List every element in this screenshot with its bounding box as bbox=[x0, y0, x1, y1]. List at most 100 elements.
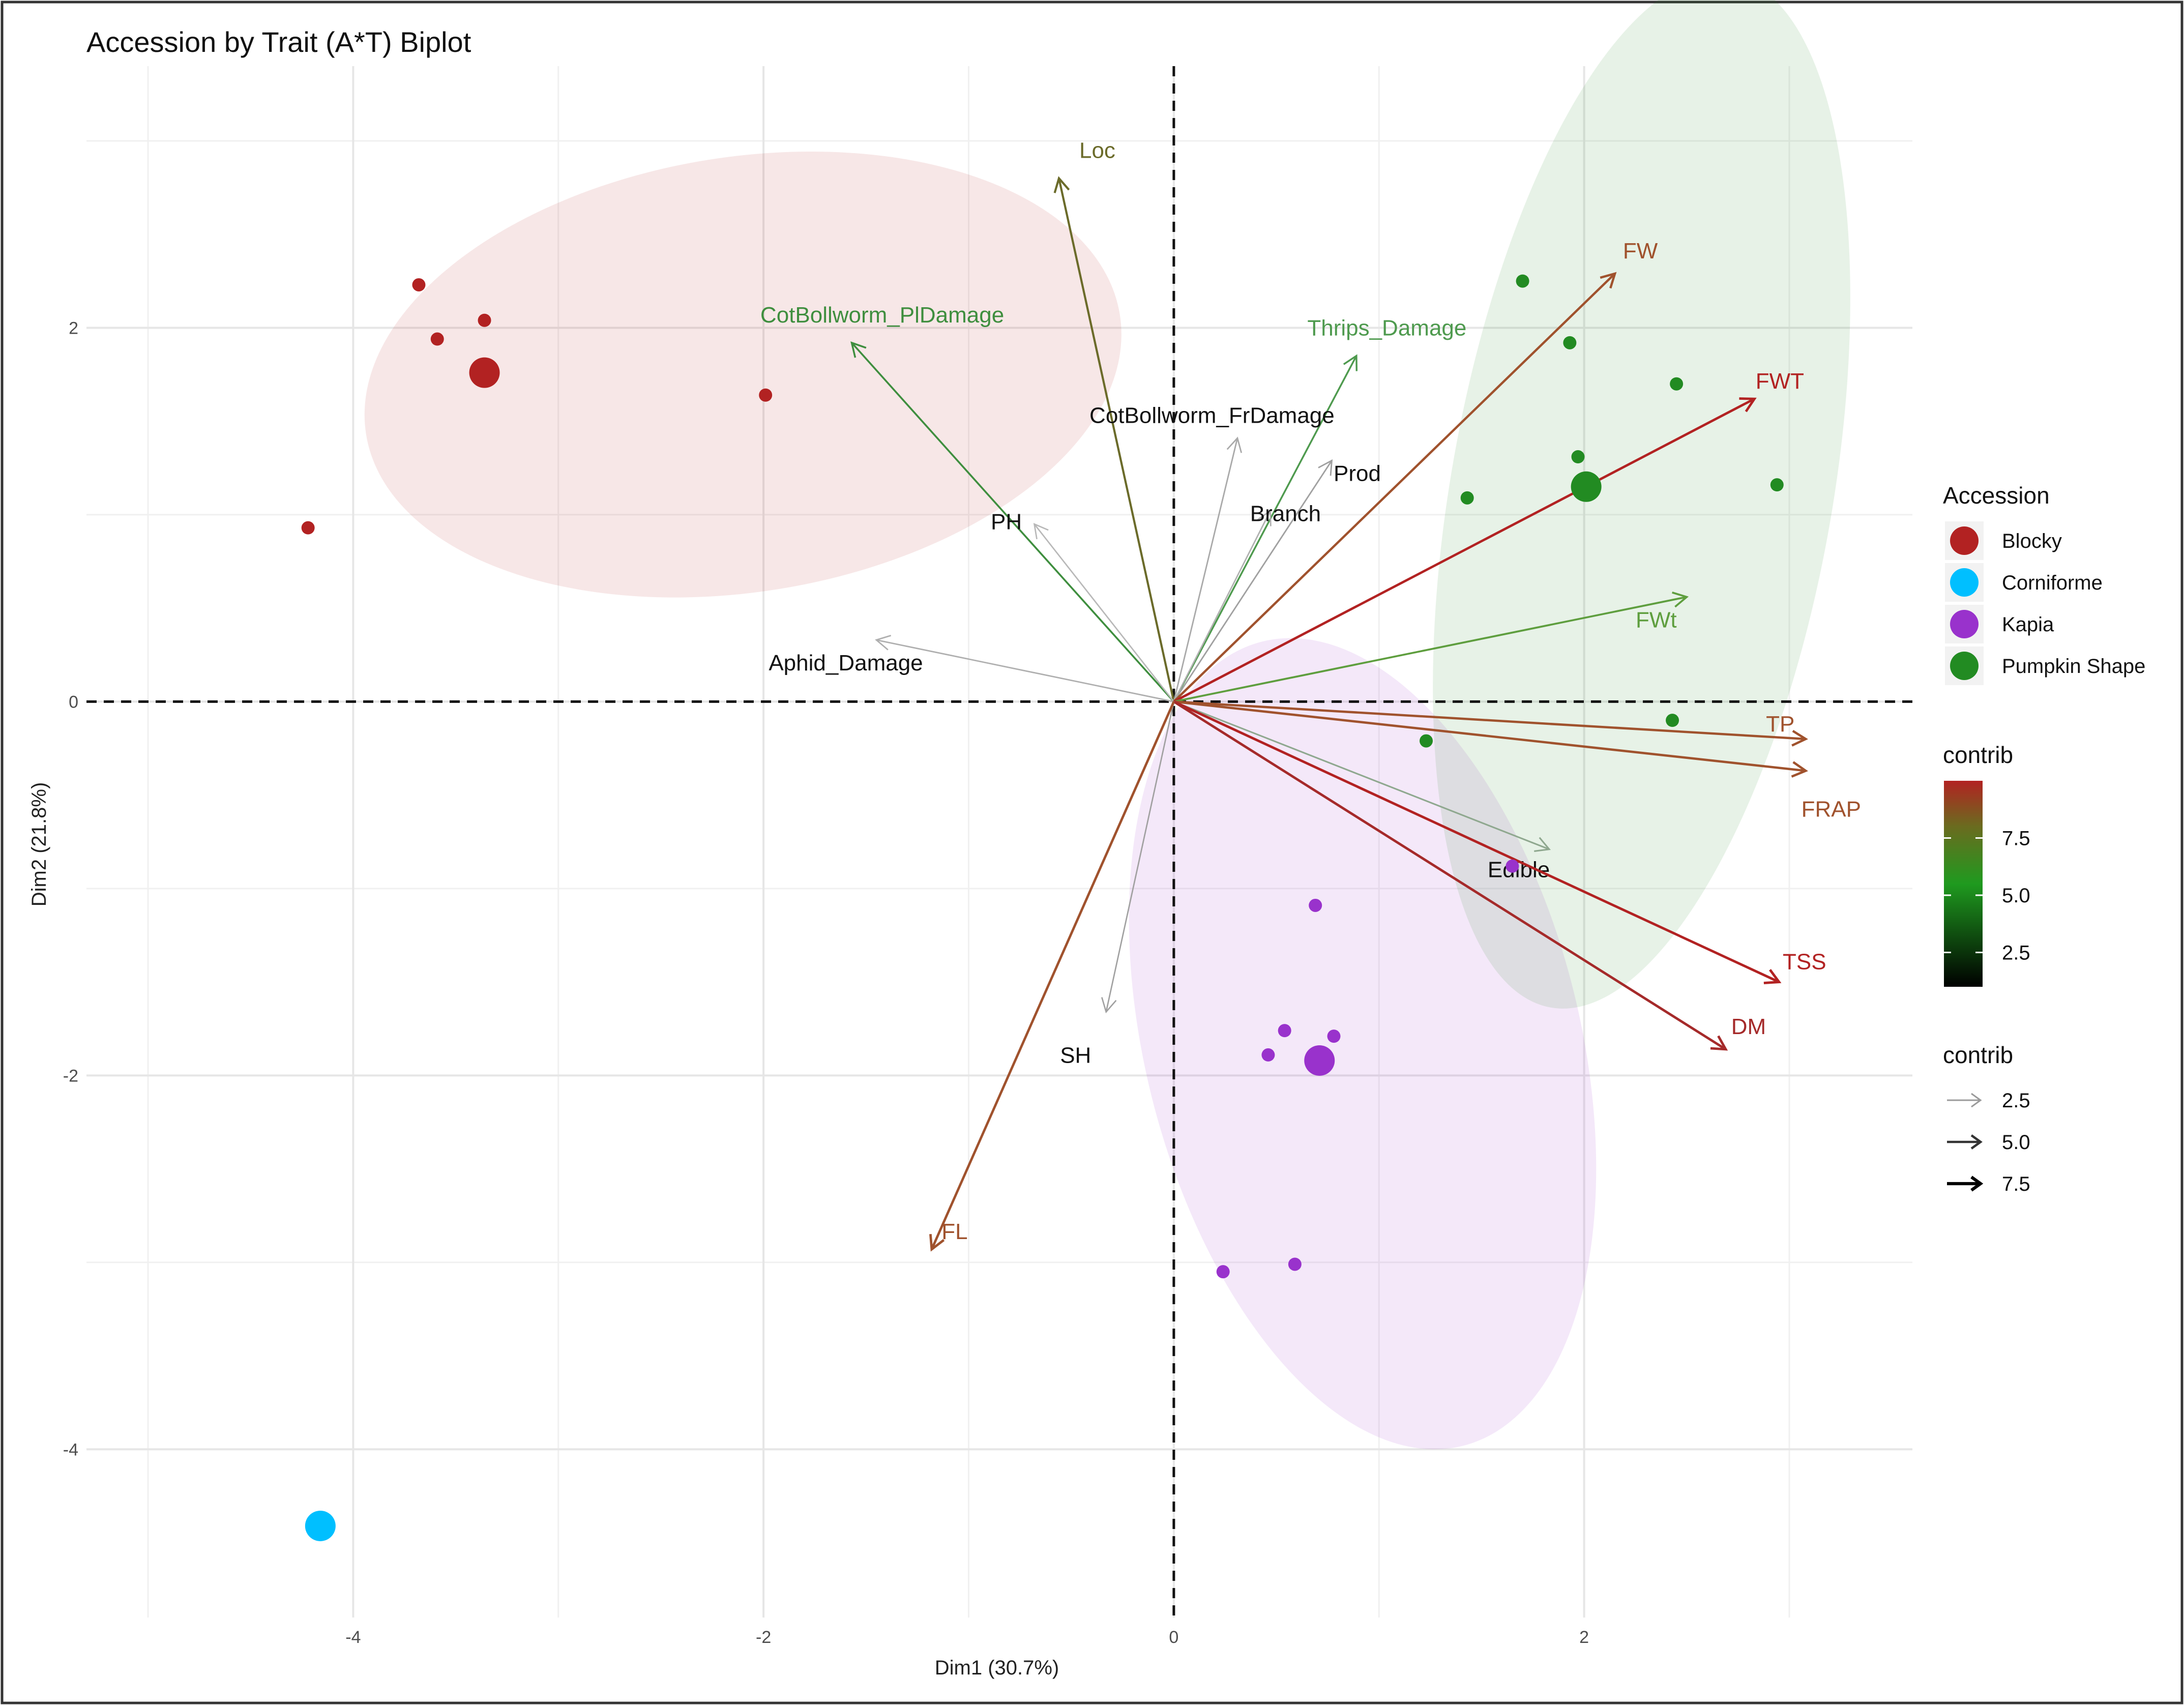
legend-title-contrib-color: contrib bbox=[1943, 742, 2013, 768]
confidence-ellipse-pumpkin-shape bbox=[1433, 0, 1850, 1009]
width-legend-label: 5.0 bbox=[2002, 1131, 2030, 1154]
x-tick-label: 0 bbox=[1169, 1628, 1178, 1647]
confidence-ellipse-blocky bbox=[364, 152, 1121, 598]
variable-label: CotBollworm_FrDamage bbox=[1089, 403, 1335, 428]
variable-arrow-head bbox=[1791, 730, 1808, 747]
variable-arrow-head bbox=[1534, 837, 1551, 852]
variable-arrow-head bbox=[1600, 272, 1617, 289]
variable-arrow-head bbox=[1739, 397, 1757, 413]
colorbar-tick-label: 5.0 bbox=[2002, 885, 2030, 907]
variable-arrow-edible bbox=[1173, 700, 1550, 850]
data-point-kapia bbox=[1261, 1048, 1275, 1062]
variable-label: FWt bbox=[1636, 608, 1677, 633]
variable-label: CotBollworm_PlDamage bbox=[760, 303, 1004, 328]
variable-arrow-sh bbox=[1105, 701, 1175, 1012]
variable-label: FL bbox=[941, 1219, 967, 1244]
x-tick-label: -2 bbox=[756, 1628, 771, 1647]
data-point-kapia bbox=[1327, 1030, 1341, 1043]
centroid-point-corniforme bbox=[305, 1510, 336, 1541]
width-legend-label: 7.5 bbox=[2002, 1173, 2030, 1195]
centroid-point-kapia bbox=[1304, 1045, 1335, 1076]
colorbar bbox=[1944, 781, 1983, 987]
variable-label: PH bbox=[991, 509, 1022, 534]
width-legend-arrow-head bbox=[1970, 1175, 1984, 1192]
variable-arrow-cotbollworm_frdamage bbox=[1173, 437, 1238, 702]
variable-arrow-fwt bbox=[1173, 596, 1687, 703]
data-point-kapia bbox=[1216, 1265, 1230, 1279]
legend-swatch-corniforme bbox=[1950, 568, 1979, 597]
variable-label: TSS bbox=[1783, 950, 1826, 975]
legend-title-accession: Accession bbox=[1943, 482, 2050, 509]
variable-arrow-head bbox=[1257, 510, 1272, 526]
variable-arrow-fl bbox=[930, 701, 1175, 1250]
variable-arrow-head bbox=[1101, 997, 1117, 1014]
variable-arrow-ph bbox=[1034, 523, 1174, 702]
chart-title: Accession by Trait (A*T) Biplot bbox=[86, 26, 471, 58]
y-tick-label: 2 bbox=[69, 318, 78, 338]
variable-label: FRAP bbox=[1802, 797, 1861, 821]
panel-background bbox=[86, 66, 1912, 1618]
variable-arrow-head bbox=[1672, 591, 1689, 608]
width-legend-label: 2.5 bbox=[2002, 1090, 2030, 1112]
legend: Accession Blocky Corniforme Kapia Pumpkin Sh… bbox=[1943, 482, 2145, 1195]
variable-arrow-head bbox=[1791, 761, 1808, 778]
data-point-blocky bbox=[301, 521, 315, 535]
data-point-kapia bbox=[1278, 1024, 1291, 1038]
legend-swatch-kapia bbox=[1950, 610, 1979, 638]
width-legend-arrow-head bbox=[1971, 1093, 1982, 1108]
variable-arrow-prod bbox=[1173, 460, 1333, 702]
data-point-pumpkin-shape bbox=[1420, 734, 1433, 748]
x-tick-label: 2 bbox=[1579, 1628, 1589, 1647]
variable-arrow-head bbox=[1343, 354, 1358, 371]
data-point-kapia bbox=[1309, 898, 1322, 912]
centroid-point-blocky bbox=[469, 357, 500, 388]
variable-arrow-head bbox=[875, 635, 892, 651]
variable-label: Aphid_Damage bbox=[769, 651, 923, 675]
legend-title-contrib-width: contrib bbox=[1943, 1042, 2013, 1068]
variable-arrow-tss bbox=[1173, 700, 1780, 983]
variable-arrow-thrips_damage bbox=[1173, 355, 1357, 702]
variable-arrow-dm bbox=[1173, 700, 1727, 1050]
x-axis-label: Dim1 (30.7%) bbox=[935, 1657, 1059, 1679]
variable-label: DM bbox=[1731, 1014, 1766, 1039]
variable-label: Loc bbox=[1079, 138, 1115, 163]
variable-arrow-head bbox=[1226, 436, 1243, 453]
centroid-point-pumpkin-shape bbox=[1571, 471, 1602, 502]
legend-label: Kapia bbox=[2002, 613, 2054, 636]
colorbar-tick-label: 2.5 bbox=[2002, 942, 2030, 964]
variable-arrow-head bbox=[850, 341, 867, 358]
data-point-blocky bbox=[412, 278, 426, 291]
data-point-pumpkin-shape bbox=[1460, 491, 1474, 505]
variable-label: TP bbox=[1766, 712, 1794, 737]
data-point-pumpkin-shape bbox=[1563, 336, 1577, 349]
legend-label: Blocky bbox=[2002, 530, 2062, 552]
variable-arrow-head bbox=[1710, 1035, 1728, 1051]
y-tick-label: -4 bbox=[63, 1440, 78, 1459]
variable-arrow-loc bbox=[1057, 178, 1175, 702]
variable-arrow-head bbox=[1763, 969, 1782, 985]
variable-arrow-head bbox=[1053, 176, 1070, 193]
variable-label: Branch bbox=[1250, 502, 1321, 526]
x-tick-label: -4 bbox=[345, 1628, 361, 1647]
variable-arrow-branch bbox=[1173, 510, 1271, 702]
y-tick-label: -2 bbox=[63, 1066, 78, 1085]
data-point-blocky bbox=[430, 332, 444, 346]
legend-label: Corniforme bbox=[2002, 572, 2103, 594]
plot-panel: -4 -2 0 2 -4 -2 0 2 Loc CotBollworm_PlDamage Thrip… bbox=[63, 0, 1912, 1647]
data-point-pumpkin-shape bbox=[1666, 714, 1679, 727]
data-point-pumpkin-shape bbox=[1516, 274, 1529, 288]
variable-label: FWT bbox=[1756, 369, 1804, 394]
variable-arrow-fw bbox=[1173, 273, 1616, 703]
variable-arrow-head bbox=[929, 1233, 945, 1252]
variable-label: Thrips_Damage bbox=[1307, 316, 1466, 341]
legend-label: Pumpkin Shape bbox=[2002, 655, 2145, 678]
variable-arrow-cotbollworm_pldamage bbox=[851, 342, 1175, 702]
variable-arrow-head bbox=[1033, 523, 1049, 540]
data-point-pumpkin-shape bbox=[1770, 478, 1784, 492]
data-point-pumpkin-shape bbox=[1670, 377, 1684, 391]
variable-label: Prod bbox=[1334, 461, 1381, 486]
variable-label: FW bbox=[1623, 239, 1658, 263]
legend-swatch-blocky bbox=[1950, 526, 1979, 555]
variable-arrow-head bbox=[1318, 459, 1333, 476]
